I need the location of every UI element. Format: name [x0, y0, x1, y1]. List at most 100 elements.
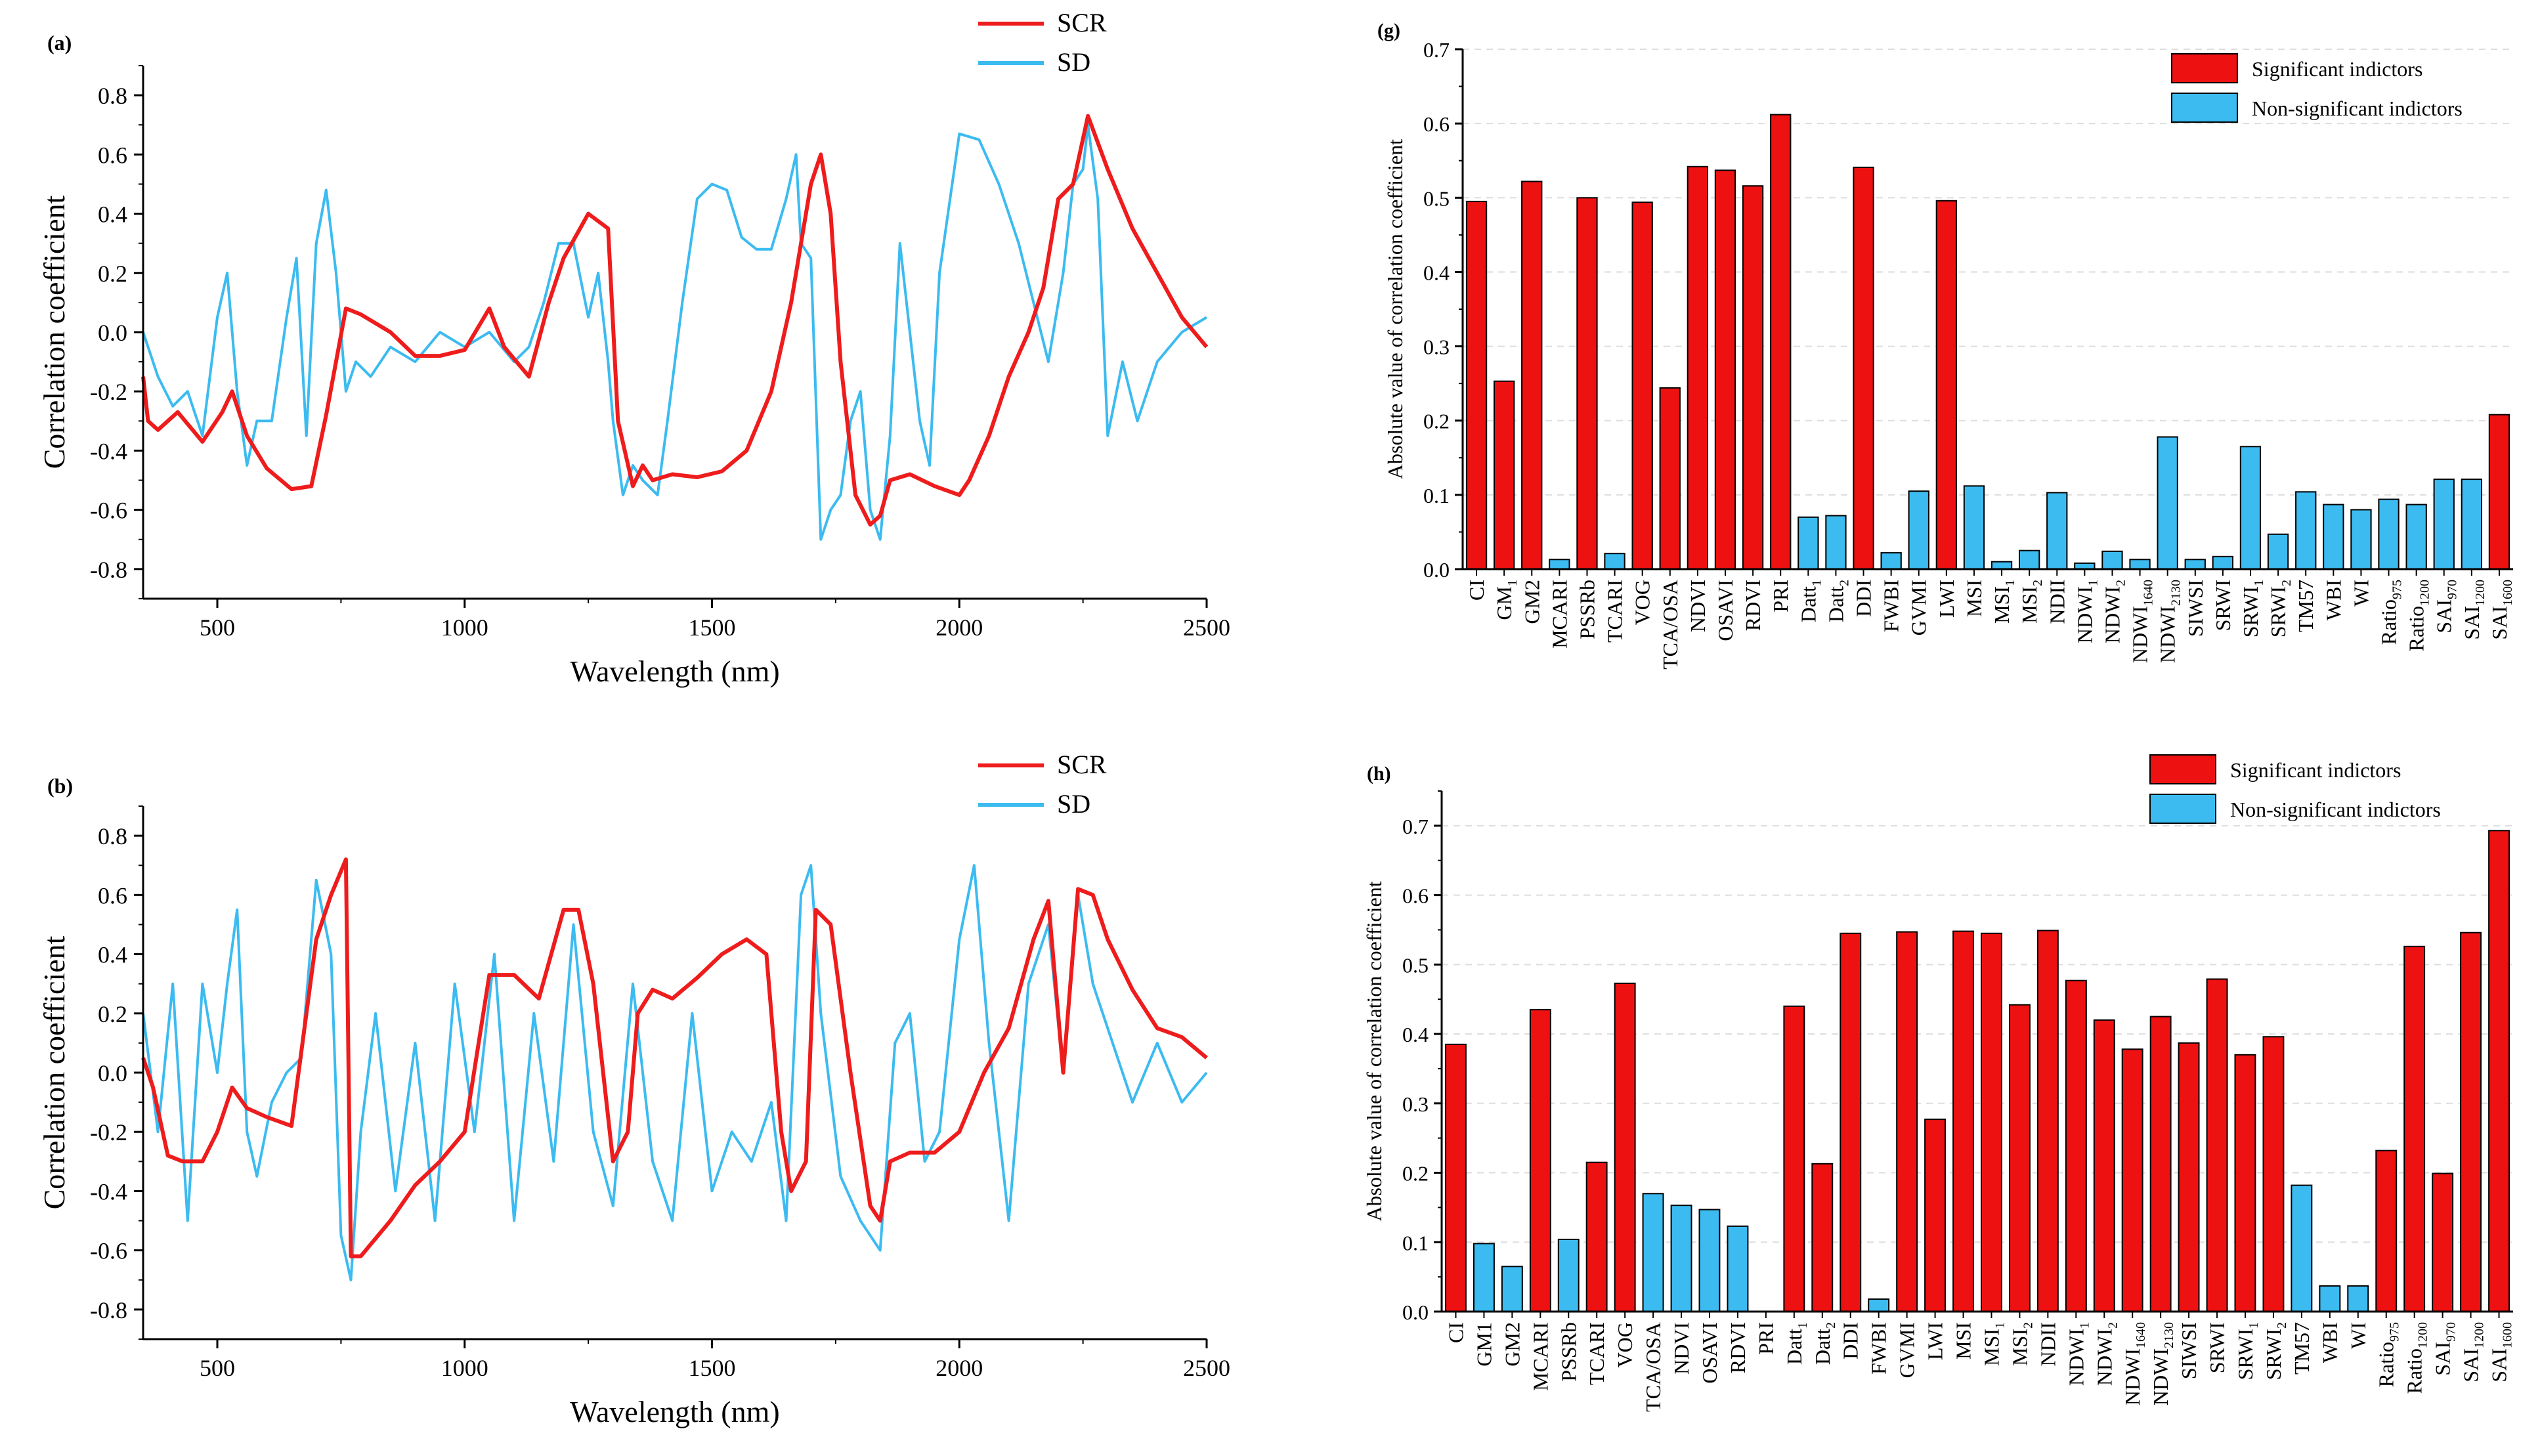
category-label-base: DDI — [1852, 580, 1876, 617]
bar-gm1 — [1494, 380, 1515, 570]
category-label-base: VOG — [1631, 580, 1654, 625]
category-label-base: SAI — [2487, 606, 2511, 640]
category-label-subscript: 2 — [2105, 1322, 2120, 1329]
legend-label-non-significant: Non-significant indictors — [2252, 96, 2463, 120]
category-label-base: TM57 — [2290, 1322, 2314, 1375]
category-label: WBI — [2318, 1322, 2342, 1363]
category-label: Ratio975 — [2377, 580, 2405, 645]
category-label-base: Ratio — [2377, 599, 2401, 645]
category-label-subscript: 1 — [2252, 580, 2266, 586]
category-label-base: GM — [1492, 586, 1516, 620]
x-axis-label: Wavelength (nm) — [570, 1395, 779, 1428]
bar-ndii — [2046, 492, 2068, 570]
category-label: NDVI — [1686, 580, 1710, 632]
category-label: TM57 — [2290, 1322, 2314, 1375]
category-label: NDII — [2036, 1322, 2059, 1367]
category-label: OSAVI — [1698, 1322, 1721, 1384]
bar-sai1600 — [2488, 830, 2510, 1313]
category-label-base: NDWI — [2156, 606, 2180, 663]
category-label-base: TCARI — [1585, 1322, 1608, 1385]
bar-tcaosa — [1642, 1193, 1664, 1313]
category-label: MSI1 — [1980, 1322, 2008, 1366]
category-label-base: SAI — [2459, 1348, 2483, 1382]
category-label-base: CI — [1444, 1322, 1468, 1343]
category-label-subscript: 1 — [1796, 1322, 1810, 1329]
bar-wi — [2347, 1285, 2369, 1313]
category-label: WI — [2346, 1322, 2370, 1349]
series-line-sd — [142, 864, 1208, 1281]
category-label: PRI — [1769, 580, 1792, 612]
category-label-base: LWI — [1924, 1322, 1947, 1360]
category-label-base: FWBI — [1867, 1322, 1891, 1375]
category-label-base: SAI — [2460, 606, 2484, 640]
y-tick-label: 0.3 — [1423, 335, 1450, 359]
y-axis-label: Absolute value of correlation coefficien… — [1383, 139, 1407, 479]
category-label-base: SRWI — [2262, 1329, 2285, 1380]
bar-ndwi1 — [2065, 979, 2087, 1312]
bar-mcari — [1529, 1009, 1551, 1312]
x-tick-label: 2500 — [1183, 614, 1230, 641]
category-label: WI — [2349, 580, 2373, 607]
legend-swatch-significant — [2149, 754, 2216, 784]
bar-rdvi — [1742, 185, 1764, 570]
category-label-base: SRWI — [2266, 586, 2290, 637]
y-tick-label: 0.0 — [1402, 1300, 1429, 1324]
x-axis-label: Wavelength (nm) — [570, 654, 779, 688]
category-label: TCARI — [1585, 1322, 1608, 1385]
category-label-base: Datt — [1811, 1329, 1834, 1365]
category-label: NDWI2130 — [2149, 1322, 2176, 1405]
category-label: Datt2 — [1811, 1322, 1838, 1365]
category-label: SIWSI — [2184, 580, 2207, 637]
legend-label-non-significant: Non-significant indictors — [2230, 798, 2441, 821]
category-label-base: TCA/OSA — [1641, 1322, 1665, 1412]
category-label: NDVI — [1669, 1322, 1693, 1375]
category-label-base: NDWI — [2149, 1348, 2172, 1405]
category-label: LWI — [1935, 580, 1958, 618]
category-label: NDWI2 — [2092, 1322, 2120, 1386]
bar-sai1600 — [2488, 414, 2510, 570]
category-label-base: WI — [2346, 1322, 2370, 1349]
category-label: FWBI — [1880, 580, 1903, 632]
y-tick-label: 0.4 — [1402, 1023, 1429, 1046]
bar-ddi — [1853, 166, 1874, 570]
bar-msi1 — [1981, 932, 2002, 1313]
bar-gvmi — [1896, 931, 1918, 1312]
category-label: GM1 — [1472, 1322, 1496, 1367]
bar-ci — [1445, 1043, 1467, 1313]
bar-ratio1200 — [2403, 945, 2426, 1313]
category-label-base: SRWI — [2205, 1322, 2229, 1373]
category-label: RDVI — [1741, 580, 1765, 631]
category-label-base: PRI — [1754, 1322, 1778, 1355]
category-label: PSSRb — [1576, 580, 1599, 639]
category-label: GVMI — [1907, 580, 1931, 635]
category-label: PSSRb — [1557, 1322, 1580, 1382]
category-label-base: NDWI — [2064, 1329, 2088, 1386]
legend-label-significant: Significant indictors — [2230, 758, 2401, 782]
bar-ndwi2130 — [2149, 1016, 2172, 1312]
category-label-base: LWI — [1935, 580, 1958, 618]
y-tick-label: -0.6 — [90, 498, 127, 524]
category-label-subscript: 1200 — [2473, 580, 2487, 606]
category-label: SRWI — [2205, 1322, 2229, 1373]
category-label-base: WI — [2349, 580, 2373, 607]
category-label-base: WBI — [2318, 1322, 2342, 1363]
category-label-subscript: 2 — [2114, 580, 2128, 586]
category-label-subscript: 2 — [2275, 1322, 2289, 1329]
bar-ratio975 — [2375, 1149, 2398, 1312]
category-label: NDWI1 — [2073, 580, 2100, 643]
category-label: MSI — [1952, 1322, 1975, 1360]
series-line-scr — [141, 114, 1209, 527]
category-label: GM1 — [1492, 580, 1520, 620]
category-label-base: NDWI — [2073, 586, 2096, 643]
category-label-subscript: 2 — [2031, 580, 2045, 586]
bar-ratio975 — [2378, 498, 2400, 570]
category-label: DDI — [1839, 1322, 1862, 1360]
category-label-base: SRWI — [2211, 580, 2235, 631]
category-label-base: GM1 — [1472, 1322, 1496, 1367]
bar-lwi — [1935, 200, 1957, 570]
bar-tcari — [1585, 1161, 1608, 1312]
y-axis-label: Absolute value of correlation coefficien… — [1362, 881, 1386, 1221]
category-label-subscript: 1640 — [2142, 580, 2156, 606]
category-label: GM2 — [1520, 580, 1543, 624]
category-label: GM2 — [1500, 1322, 1524, 1367]
